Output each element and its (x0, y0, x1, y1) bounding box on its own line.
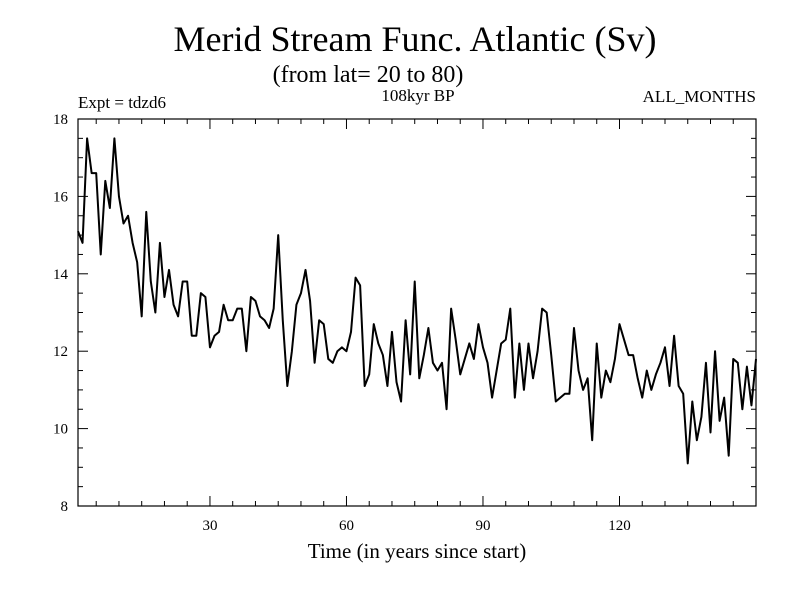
x-axis-label: Time (in years since start) (308, 539, 527, 563)
months-label: ALL_MONTHS (643, 87, 756, 106)
chart-subtitle: (from lat= 20 to 80) (273, 62, 464, 88)
y-tick-label: 18 (53, 112, 68, 128)
y-tick-label: 16 (53, 189, 69, 205)
y-tick-label: 8 (61, 499, 69, 515)
experiment-label: Expt = tdzd6 (78, 93, 166, 112)
x-tick-label: 60 (339, 518, 354, 534)
series-line (77, 137, 757, 465)
tick-labels-layer: 30 60 90 120 8 10 12 14 16 18 (53, 112, 631, 534)
x-tick-label: 120 (608, 518, 631, 534)
x-tick-label: 30 (202, 518, 217, 534)
period-label: 108kyr BP (381, 86, 454, 105)
y-tick-label: 14 (53, 267, 69, 283)
y-tick-label: 10 (53, 422, 68, 438)
y-tick-label: 12 (53, 344, 68, 360)
x-tick-label: 90 (475, 518, 490, 534)
chart-title: Merid Stream Func. Atlantic (Sv) (174, 19, 657, 59)
